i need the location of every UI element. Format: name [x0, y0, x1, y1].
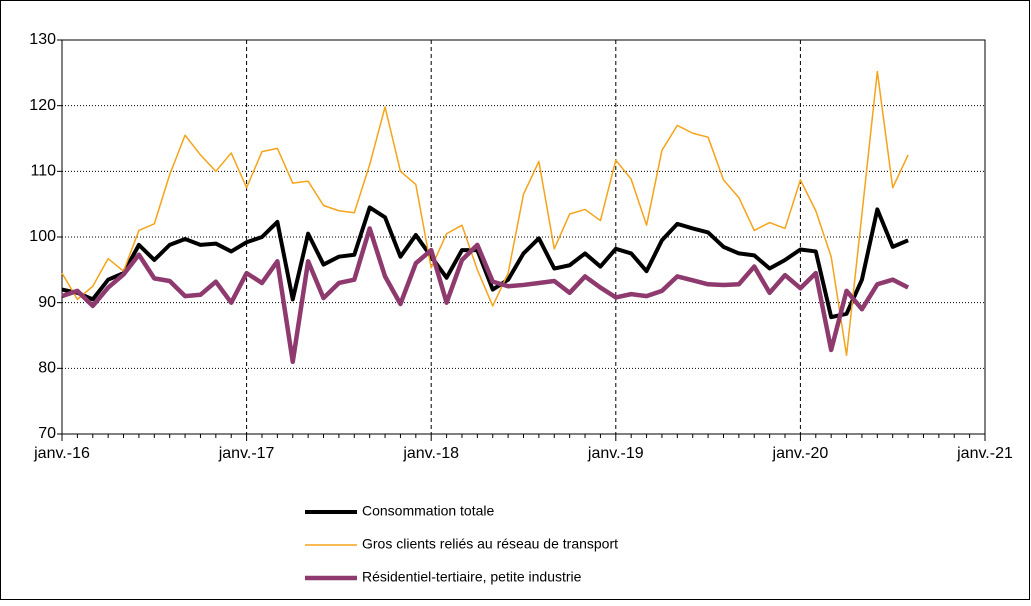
x-tick-label: janv.-17 — [218, 445, 275, 462]
y-tick-label: 90 — [38, 294, 56, 311]
y-tick-label: 70 — [38, 425, 56, 442]
series-line — [61, 70, 909, 356]
x-tick-label: janv.-18 — [402, 445, 459, 462]
x-tick-label: janv.-16 — [33, 445, 90, 462]
legend-label: Gros clients reliés au réseau de transpo… — [362, 536, 618, 552]
legend-label: Consommation totale — [362, 503, 495, 519]
series-line — [61, 205, 909, 320]
y-tick-label: 130 — [29, 31, 56, 48]
series-line — [61, 226, 910, 365]
y-tick-label: 80 — [38, 360, 56, 377]
x-tick-label: janv.-19 — [587, 445, 644, 462]
legend-label: Résidentiel-tertiaire, petite industrie — [362, 569, 582, 585]
y-tick-label: 120 — [29, 97, 56, 114]
x-tick-label: janv.-21 — [956, 445, 1013, 462]
plot-border — [61, 39, 986, 435]
x-tick-label: janv.-20 — [772, 445, 829, 462]
legend: Consommation totale Gros clients reliés a… — [305, 503, 618, 585]
y-tick-label: 100 — [29, 228, 56, 245]
y-tick-label: 110 — [30, 163, 56, 180]
